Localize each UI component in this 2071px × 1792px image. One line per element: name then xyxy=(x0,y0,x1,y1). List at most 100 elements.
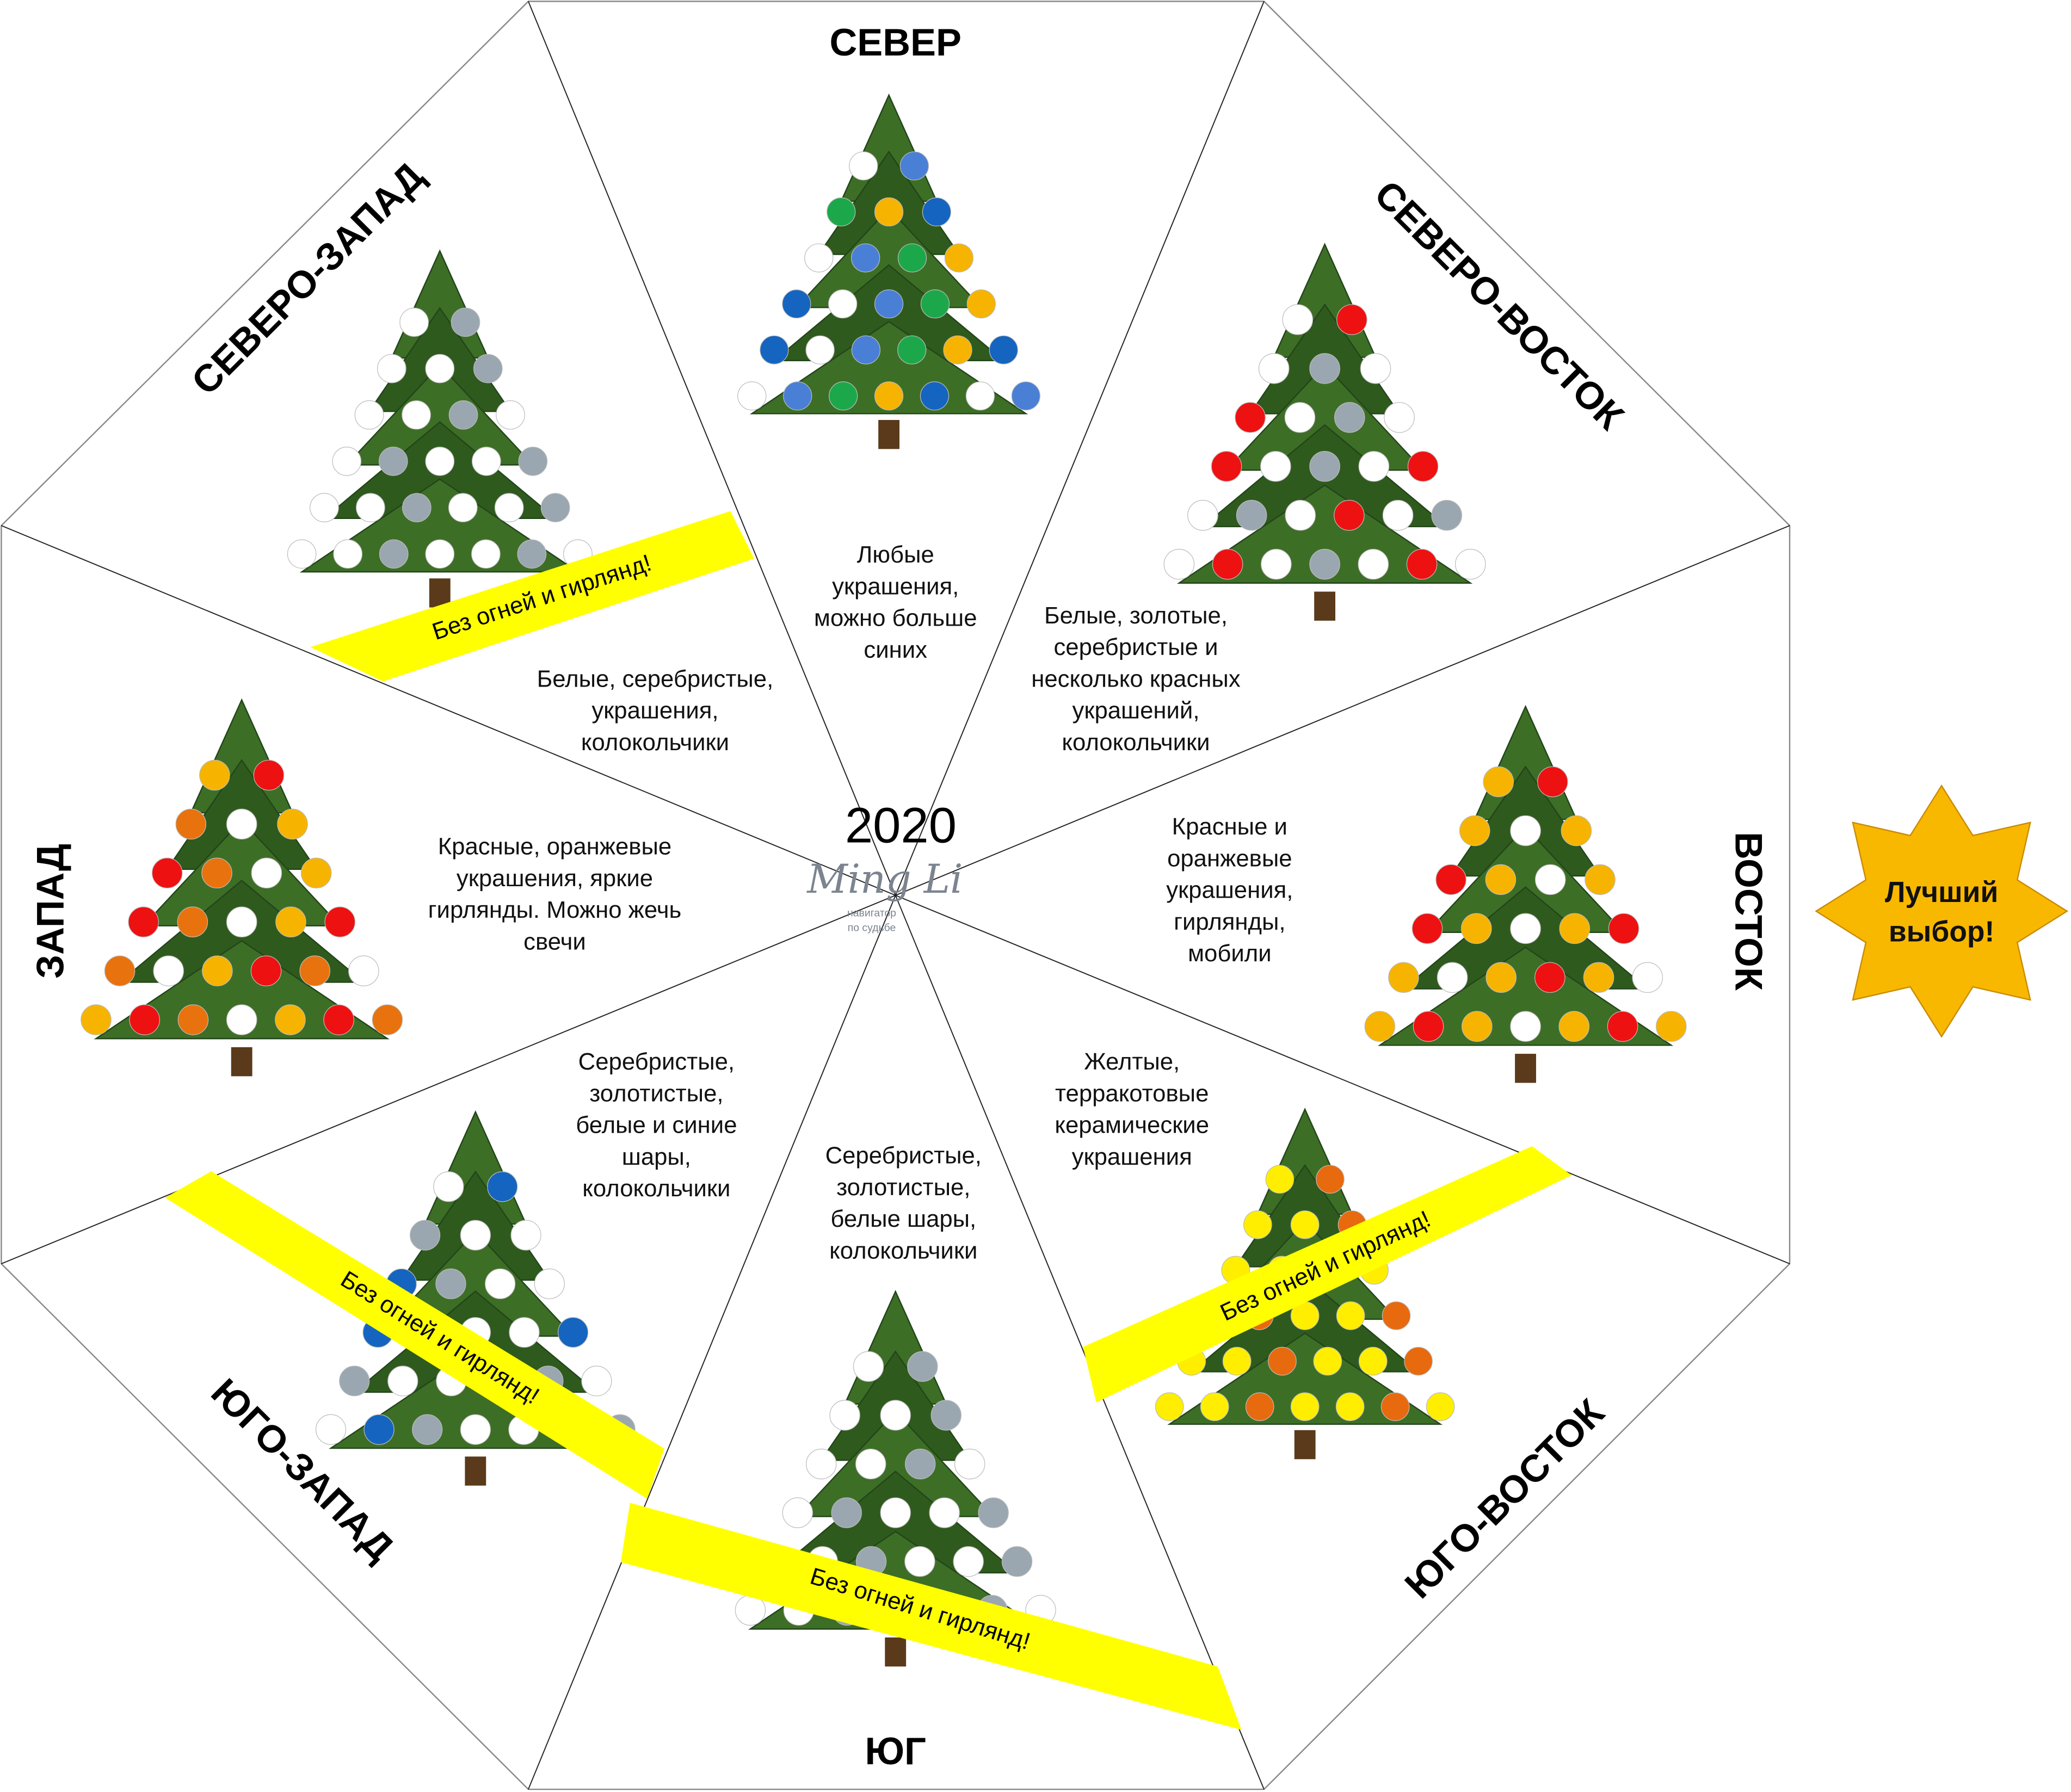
ornament xyxy=(1260,451,1291,482)
ornament xyxy=(1316,1165,1345,1194)
ornament xyxy=(494,493,524,522)
description-line: украшения, яркие xyxy=(457,865,653,892)
ornament xyxy=(1655,1011,1687,1042)
ornament xyxy=(965,381,995,411)
ornament xyxy=(1462,1011,1493,1042)
ornament xyxy=(1236,499,1267,531)
description-line: гирлянды. Можно жечь xyxy=(428,897,682,923)
ornament xyxy=(1360,353,1391,384)
ornament xyxy=(1382,499,1414,531)
ornament xyxy=(372,1004,403,1035)
description-west: Красные, оранжевые украшения, яркие гирлян… xyxy=(428,833,682,955)
ornament xyxy=(487,1171,518,1202)
ornament xyxy=(199,759,230,791)
ornament xyxy=(332,447,362,476)
ornament xyxy=(1243,1210,1272,1239)
tree-trunk xyxy=(429,578,451,608)
ornament xyxy=(1309,548,1340,580)
ornament xyxy=(202,955,233,986)
tree-branches xyxy=(1167,1332,1443,1425)
description-line: мобили xyxy=(1188,940,1272,967)
ornament xyxy=(874,197,904,227)
ornament xyxy=(1407,451,1439,482)
ornament xyxy=(880,1497,911,1528)
badge-line2: выбор! xyxy=(1889,916,1994,948)
ornament xyxy=(831,1497,862,1528)
ornament xyxy=(540,493,570,522)
description-line: украшения, xyxy=(591,697,718,724)
ornament xyxy=(782,1497,813,1528)
ornament xyxy=(323,1004,354,1035)
ornament xyxy=(989,335,1018,364)
ornament xyxy=(829,1400,860,1431)
description-line: несколько красных xyxy=(1031,665,1241,692)
ornament xyxy=(558,1317,589,1348)
ornament xyxy=(880,1400,911,1431)
ornament xyxy=(930,1400,961,1431)
ornament xyxy=(849,151,878,181)
year-label: 2020 xyxy=(845,798,957,854)
logo-text: Ming Li xyxy=(806,856,963,903)
ornament xyxy=(300,857,332,889)
ornament xyxy=(128,906,159,937)
ornament xyxy=(387,1365,418,1396)
tree-west xyxy=(81,698,403,1077)
ornament xyxy=(1510,815,1541,846)
description-line: шары, xyxy=(622,1144,691,1170)
ornament xyxy=(851,243,880,273)
ornament xyxy=(782,289,811,319)
ornament xyxy=(966,289,996,319)
ornament xyxy=(201,857,232,889)
tree-branches xyxy=(1176,484,1473,584)
title-north: СЕВЕР xyxy=(829,21,961,64)
ornament xyxy=(1187,499,1218,531)
ornament xyxy=(377,354,406,384)
description-line: терракотовые xyxy=(1055,1080,1209,1107)
ornament xyxy=(804,243,834,273)
description-line: Желтые, xyxy=(1084,1048,1180,1075)
ornament xyxy=(827,197,856,227)
ornament xyxy=(402,400,431,430)
ornament xyxy=(1261,548,1292,580)
ornament xyxy=(1336,1301,1365,1330)
ornament xyxy=(425,539,455,569)
ornament xyxy=(226,906,257,937)
ornament xyxy=(448,400,478,430)
ornament xyxy=(250,955,282,986)
ornament xyxy=(1437,962,1468,993)
description-line: украшений, xyxy=(1072,697,1199,724)
tree-trunk xyxy=(878,419,899,449)
description-line: синих xyxy=(864,637,927,663)
sector-dividers xyxy=(1,1,1790,1790)
ornament xyxy=(1336,304,1367,335)
description-line: колокольчики xyxy=(1062,729,1210,756)
ornament xyxy=(1406,548,1438,580)
ornament xyxy=(1435,864,1466,895)
ornament xyxy=(1534,864,1566,895)
ornament xyxy=(1583,962,1614,993)
ornament xyxy=(435,1268,466,1299)
ornament xyxy=(253,759,285,791)
ornament xyxy=(1537,766,1568,798)
ornament xyxy=(1163,548,1195,580)
ornament xyxy=(851,335,881,364)
description-southwest: Серебристые, золотистые, белые и синие шары… xyxy=(576,1048,737,1202)
ornament xyxy=(1235,402,1266,433)
ornament xyxy=(275,906,306,937)
description-northwest: Белые, серебристые, украшения, колокольчик… xyxy=(537,665,774,756)
ornament xyxy=(425,447,455,476)
badge-line1: Лучший xyxy=(1885,876,1998,909)
ornament xyxy=(1460,913,1492,944)
tree-branches xyxy=(1377,946,1674,1046)
ornament xyxy=(510,1220,541,1251)
description-line: украшения xyxy=(1072,1144,1192,1170)
ornament xyxy=(1404,1346,1433,1376)
ornament xyxy=(1431,499,1462,531)
ornament xyxy=(1334,402,1365,433)
ornament xyxy=(448,493,478,522)
ornament xyxy=(378,447,408,476)
tree-trunk xyxy=(231,1047,252,1077)
ornament xyxy=(275,1004,306,1035)
description-line: Серебристые, xyxy=(825,1142,982,1169)
ornament xyxy=(1380,1392,1410,1422)
